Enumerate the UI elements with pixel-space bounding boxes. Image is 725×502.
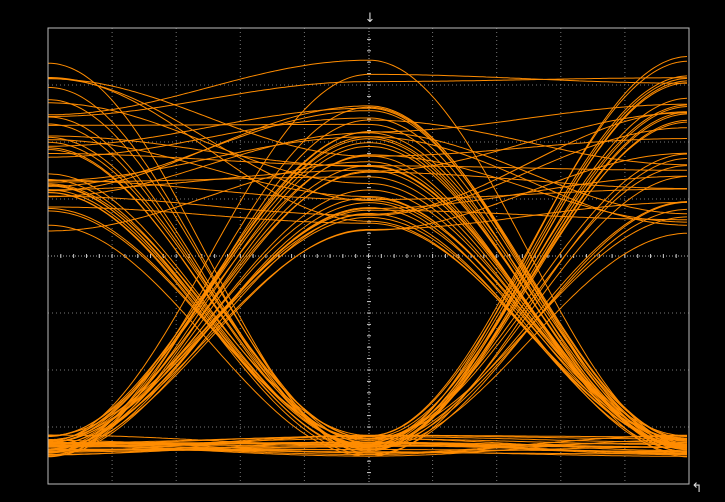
page: ↓ ↰ (() => { const data = JSON.parse(doc… xyxy=(0,0,725,502)
trigger-marker: ↓ xyxy=(365,11,376,26)
reference-marker: ↰ xyxy=(692,481,703,496)
scope-screen: ↓ ↰ xyxy=(0,0,725,502)
